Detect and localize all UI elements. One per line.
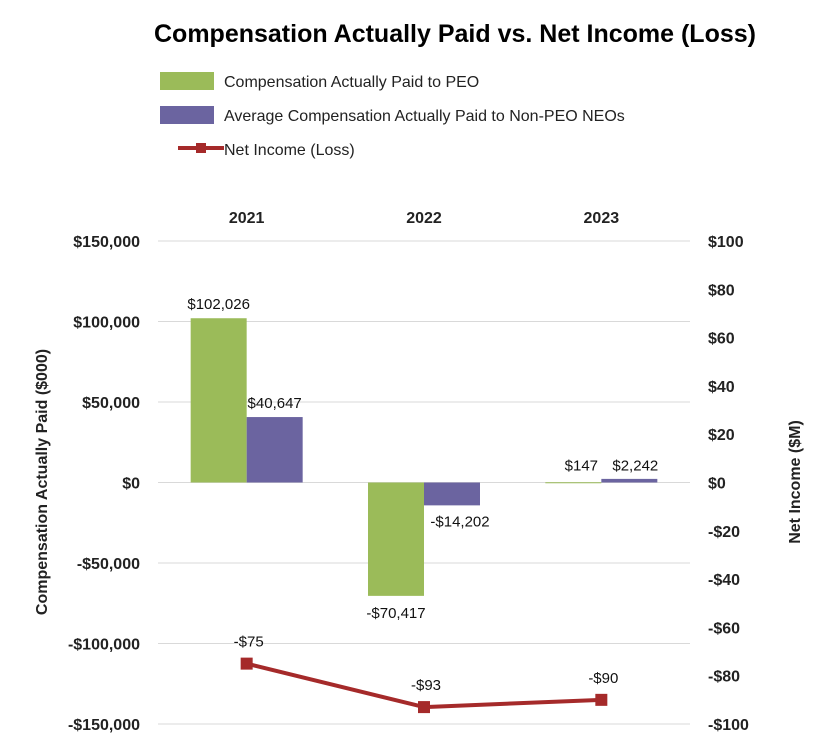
bar-peo-2021 bbox=[190, 318, 247, 483]
y-tick-label-left: $150,000 bbox=[73, 234, 140, 251]
data-label: -$90 bbox=[588, 670, 618, 687]
bar-neo-2022 bbox=[424, 482, 480, 506]
legend-label-peo: Compensation Actually Paid to PEO bbox=[224, 74, 479, 91]
y-tick-label-left: $0 bbox=[122, 476, 140, 493]
legend-marker-net-income bbox=[196, 143, 206, 153]
legend: Compensation Actually Paid to PEO Averag… bbox=[160, 72, 625, 159]
y-tick-label-right: -$40 bbox=[708, 572, 740, 589]
y-tick-label-left: $100,000 bbox=[73, 315, 140, 332]
data-label: -$75 bbox=[234, 634, 264, 651]
bar-peo-2022 bbox=[368, 482, 424, 596]
data-label: $2,242 bbox=[612, 458, 658, 475]
y-tick-label-left: -$100,000 bbox=[68, 637, 140, 654]
y-tick-label-left: -$50,000 bbox=[77, 556, 140, 573]
data-label: $147 bbox=[565, 458, 598, 475]
y-axis-title-right: Net Income ($M) bbox=[787, 420, 804, 544]
data-label: $102,026 bbox=[187, 296, 250, 313]
legend-label-neo: Average Compensation Actually Paid to No… bbox=[224, 108, 625, 125]
bar-neo-2021 bbox=[246, 417, 303, 483]
bar-peo-2023 bbox=[545, 482, 602, 484]
data-label: -$70,417 bbox=[366, 605, 425, 622]
y-tick-label-right: $40 bbox=[708, 379, 735, 396]
legend-swatch-neo bbox=[160, 106, 214, 124]
legend-label-net-income: Net Income (Loss) bbox=[224, 142, 355, 159]
y-axis-title-left: Compensation Actually Paid ($000) bbox=[34, 349, 51, 615]
data-label: -$14,202 bbox=[430, 513, 489, 530]
y-tick-label-right: -$80 bbox=[708, 669, 740, 686]
y-tick-label-right: $20 bbox=[708, 427, 735, 444]
y-tick-label-left: -$150,000 bbox=[68, 717, 140, 734]
x-category-label: 2022 bbox=[406, 210, 442, 227]
x-category-label: 2023 bbox=[584, 210, 620, 227]
y-tick-label-left: $50,000 bbox=[82, 395, 140, 412]
net-income-marker-2021 bbox=[240, 657, 253, 670]
data-label: -$93 bbox=[411, 677, 441, 694]
chart-title: Compensation Actually Paid vs. Net Incom… bbox=[154, 20, 756, 48]
y-tick-label-right: $100 bbox=[708, 234, 744, 251]
net-income-marker-2023 bbox=[595, 693, 608, 706]
y-tick-label-right: $0 bbox=[708, 476, 726, 493]
y-tick-label-right: $80 bbox=[708, 282, 735, 299]
y-tick-label-right: $60 bbox=[708, 331, 735, 348]
bar-neo-2023 bbox=[601, 478, 658, 483]
legend-swatch-peo bbox=[160, 72, 214, 90]
data-label: $40,647 bbox=[248, 395, 302, 412]
net-income-marker-2022 bbox=[418, 701, 430, 714]
y-tick-label-right: -$60 bbox=[708, 620, 740, 637]
y-tick-label-right: -$20 bbox=[708, 524, 740, 541]
x-category-label: 2021 bbox=[229, 210, 265, 227]
y-tick-label-right: -$100 bbox=[708, 717, 749, 734]
